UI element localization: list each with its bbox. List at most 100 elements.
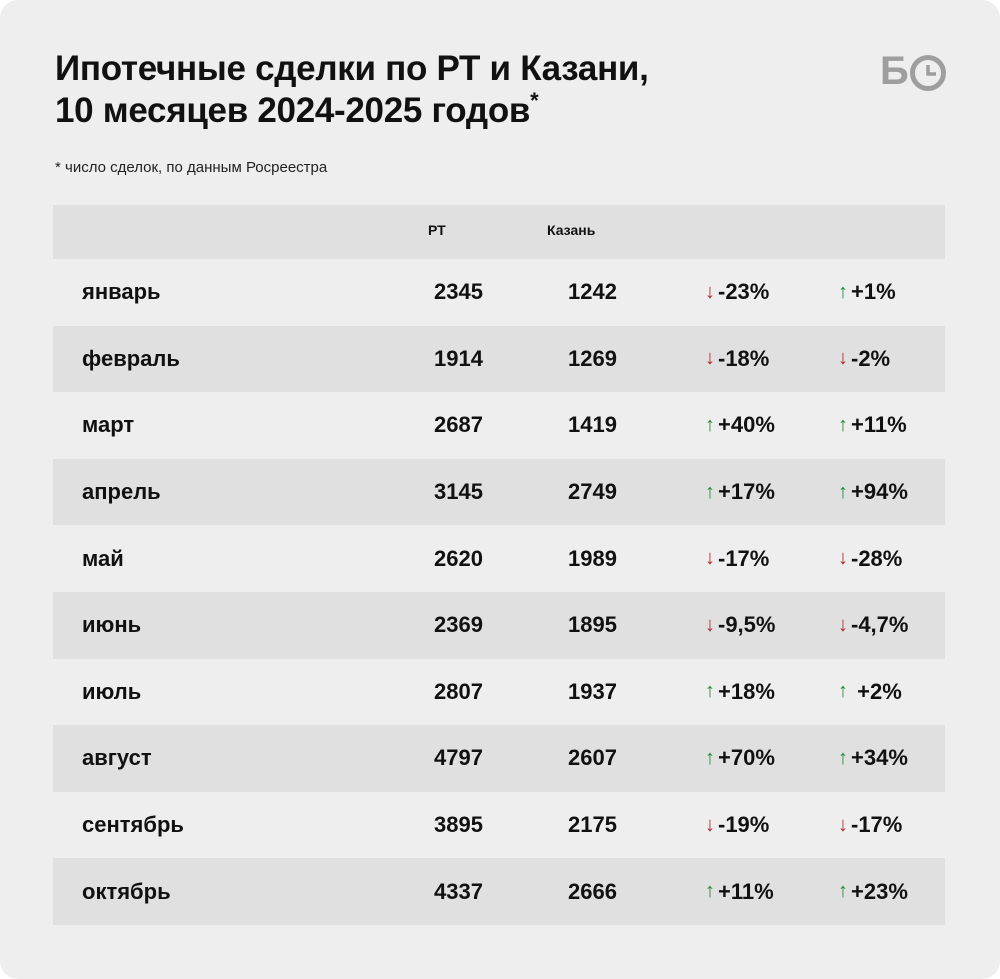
kazan-change-cell: ↓ -2% [838, 326, 890, 393]
kazan-value-cell: 1989 [568, 545, 617, 571]
bo-logo: Б [880, 49, 948, 93]
rt-value-cell: 2620 [434, 545, 483, 571]
arrow-up-icon: ↑ [705, 413, 715, 436]
change-value: -18% [718, 345, 770, 371]
rt-value-cell: 4797 [434, 745, 483, 771]
rt-value-cell: 3895 [434, 812, 483, 838]
title-footnote-mark: * [530, 88, 539, 113]
kazan-change-cell: ↑ +11% [838, 392, 907, 459]
page-title: Ипотечные сделки по РТ и Казани, 10 меся… [55, 48, 649, 132]
arrow-down-icon: ↓ [838, 813, 848, 836]
month-cell: август [82, 745, 152, 771]
kazan-change-cell: ↑ +2% [838, 659, 902, 726]
rt-value-cell: 2687 [434, 412, 483, 438]
change-value: +18% [718, 678, 775, 704]
change-value: +2% [851, 678, 902, 704]
arrow-up-icon: ↑ [838, 746, 848, 769]
kazan-value-cell: 2607 [568, 745, 617, 771]
table-row: март 2687 1419 ↑ +40% ↑ +11% [53, 392, 945, 459]
table-row: июль 2807 1937 ↑ +18% ↑ +2% [53, 658, 945, 726]
change-value: -19% [718, 812, 770, 838]
arrow-up-icon: ↑ [705, 480, 715, 503]
arrow-down-icon: ↓ [705, 280, 715, 303]
change-value: +70% [718, 745, 775, 771]
arrow-up-icon: ↑ [838, 880, 848, 903]
table-row: май 2620 1989 ↓ -17% ↓ -28% [53, 525, 945, 592]
change-value: -23% [718, 279, 770, 305]
kazan-change-cell: ↓ -28% [838, 525, 902, 592]
month-cell: июнь [82, 612, 142, 638]
rt-change-cell: ↑ +18% [705, 659, 775, 726]
change-value: +11% [718, 878, 774, 904]
kazan-value-cell: 1419 [568, 412, 617, 438]
logo-letter: Б [880, 49, 909, 93]
kazan-value-cell: 1242 [568, 279, 617, 305]
title-line-2: 10 месяцев 2024-2025 годов [55, 91, 531, 130]
change-value: +1% [851, 279, 896, 305]
arrow-up-icon: ↑ [705, 746, 715, 769]
rt-change-cell: ↓ -17% [705, 525, 769, 592]
column-header-rt: РТ [428, 222, 446, 238]
arrow-down-icon: ↓ [838, 347, 848, 370]
table-row: апрель 3145 2749 ↑ +17% ↑ +94% [53, 458, 945, 526]
kazan-change-cell: ↑ +1% [838, 259, 896, 326]
kazan-value-cell: 1937 [568, 678, 617, 704]
rt-change-cell: ↑ +11% [705, 858, 774, 925]
arrow-down-icon: ↓ [838, 547, 848, 570]
title-line-1: Ипотечные сделки по РТ и Казани, [55, 49, 649, 88]
table-body: январь 2345 1242 ↓ -23% ↑ +1% февраль 1914 1269 ↓ -… [53, 259, 945, 925]
month-cell: октябрь [82, 878, 171, 904]
deals-table: РТ Казань январь 2345 1242 ↓ -23% ↑ +1% февраль… [53, 205, 945, 925]
table-row: февраль 1914 1269 ↓ -18% ↓ -2% [53, 325, 945, 393]
change-value: +17% [718, 479, 775, 505]
kazan-value-cell: 1895 [568, 612, 617, 638]
month-cell: март [82, 412, 135, 438]
month-cell: апрель [82, 479, 161, 505]
change-value: +34% [851, 745, 908, 771]
change-value: +11% [851, 412, 907, 438]
table-row: сентябрь 3895 2175 ↓ -19% ↓ -17% [53, 791, 945, 859]
month-cell: май [82, 545, 124, 571]
change-value: -9,5% [718, 612, 776, 638]
kazan-value-cell: 2749 [568, 479, 617, 505]
rt-change-cell: ↑ +17% [705, 459, 775, 526]
kazan-change-cell: ↓ -4,7% [838, 592, 908, 659]
table-header: РТ Казань [53, 205, 945, 259]
arrow-down-icon: ↓ [705, 613, 715, 636]
arrow-up-icon: ↑ [838, 680, 848, 703]
table-row: январь 2345 1242 ↓ -23% ↑ +1% [53, 259, 945, 326]
change-value: +40% [718, 412, 775, 438]
table-row: июнь 2369 1895 ↓ -9,5% ↓ -4,7% [53, 591, 945, 659]
rt-change-cell: ↓ -18% [705, 326, 769, 393]
rt-value-cell: 4337 [434, 878, 483, 904]
footnote: * число сделок, по данным Росреестра [55, 159, 328, 176]
month-cell: февраль [82, 345, 180, 371]
change-value: -4,7% [851, 612, 909, 638]
change-value: -2% [851, 345, 891, 371]
month-cell: сентябрь [82, 812, 184, 838]
arrow-up-icon: ↑ [838, 280, 848, 303]
change-value: -17% [718, 545, 770, 571]
table-row: октябрь 4337 2666 ↑ +11% ↑ +23% [53, 858, 945, 925]
kazan-value-cell: 1269 [568, 345, 617, 371]
rt-value-cell: 2345 [434, 279, 483, 305]
arrow-down-icon: ↓ [705, 547, 715, 570]
rt-change-cell: ↓ -23% [705, 259, 769, 326]
clock-icon [910, 55, 946, 91]
kazan-value-cell: 2175 [568, 812, 617, 838]
kazan-change-cell: ↓ -17% [838, 792, 902, 859]
rt-change-cell: ↑ +70% [705, 725, 775, 792]
kazan-change-cell: ↑ +94% [838, 459, 908, 526]
arrow-down-icon: ↓ [705, 813, 715, 836]
change-value: -17% [851, 812, 903, 838]
rt-change-cell: ↓ -19% [705, 792, 769, 859]
rt-value-cell: 2369 [434, 612, 483, 638]
month-cell: июль [82, 678, 142, 704]
arrow-down-icon: ↓ [705, 347, 715, 370]
column-header-kazan: Казань [547, 222, 596, 238]
change-value: +94% [851, 479, 908, 505]
table-row: август 4797 2607 ↑ +70% ↑ +34% [53, 725, 945, 792]
rt-value-cell: 2807 [434, 678, 483, 704]
arrow-up-icon: ↑ [705, 680, 715, 703]
